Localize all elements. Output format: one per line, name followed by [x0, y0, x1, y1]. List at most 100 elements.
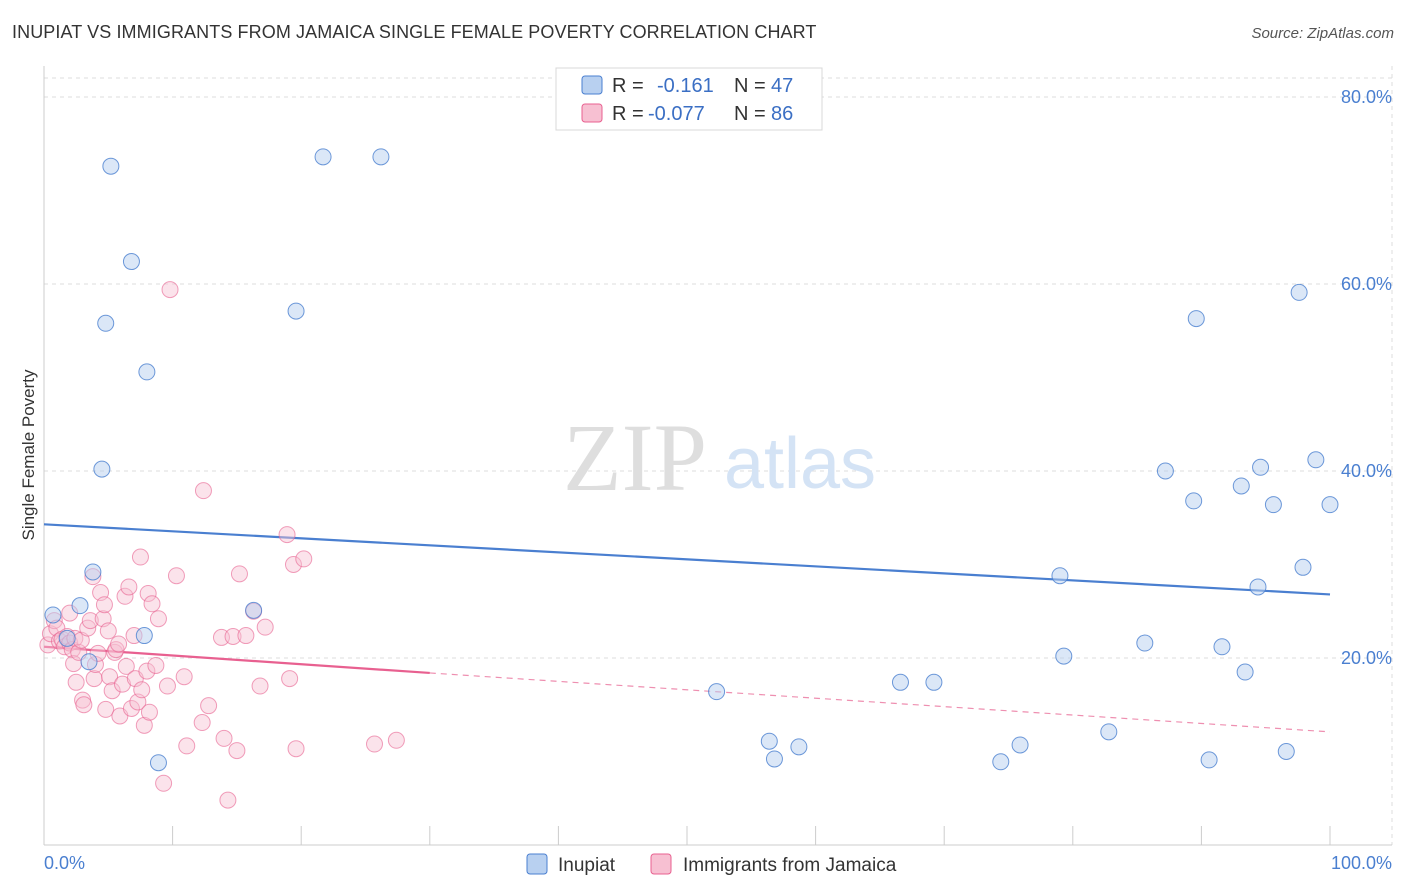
point-jamaica-21 [85, 670, 103, 688]
point-jamaica-60 [200, 697, 218, 715]
point-jamaica-28 [99, 622, 117, 640]
point-jamaica-51 [149, 610, 167, 628]
point-inupiat-30 [1187, 310, 1205, 328]
chart-title: INUPIAT VS IMMIGRANTS FROM JAMAICA SINGL… [12, 22, 817, 42]
point-inupiat-19 [790, 738, 808, 756]
y-tick-label-20: 20.0% [1341, 648, 1392, 668]
trend-line-jamaica-extension [429, 672, 1331, 733]
point-inupiat-10 [138, 363, 156, 381]
y-tick-label-80: 80.0% [1341, 87, 1392, 107]
point-inupiat-21 [925, 673, 943, 691]
point-jamaica-39 [122, 699, 140, 717]
point-jamaica-73 [284, 556, 302, 573]
point-inupiat-33 [1232, 477, 1250, 495]
legend-n-value-1: 47 [771, 75, 793, 97]
point-jamaica-13 [67, 673, 85, 691]
tick-labels: 20.0% 40.0% 60.0% 80.0% 0.0% 100.0% [44, 87, 1392, 873]
point-jamaica-46 [138, 662, 156, 680]
point-jamaica-29 [101, 668, 119, 686]
point-inupiat-31 [1200, 751, 1218, 769]
bottom-legend-swatch-inupiat [526, 853, 548, 875]
point-inupiat-24 [1051, 567, 1069, 585]
point-jamaica-36 [116, 587, 134, 605]
point-jamaica-71 [278, 526, 296, 544]
y-axis-label: Single Female Poverty [19, 369, 38, 541]
point-inupiat-5 [93, 460, 111, 478]
point-jamaica-66 [237, 627, 255, 645]
point-inupiat-40 [1294, 558, 1312, 576]
point-inupiat-15 [372, 148, 390, 166]
legend-r-value-2: -0.077 [648, 103, 705, 125]
data-points [39, 148, 1339, 809]
point-jamaica-76 [366, 735, 384, 753]
point-jamaica-52 [155, 774, 173, 792]
point-inupiat-36 [1252, 458, 1270, 476]
point-inupiat-29 [1185, 492, 1203, 510]
legend-swatch-inupiat [581, 75, 603, 95]
bottom-legend-swatch-jamaica [650, 853, 672, 875]
point-jamaica-17 [75, 696, 93, 714]
point-jamaica-37 [117, 657, 135, 675]
point-jamaica-62 [215, 729, 233, 747]
point-inupiat-37 [1264, 496, 1282, 514]
trend-line-inupiat [43, 523, 1331, 596]
point-inupiat-22 [992, 753, 1010, 771]
point-inupiat-8 [122, 253, 140, 271]
point-inupiat-38 [1277, 743, 1295, 760]
point-inupiat-41 [1307, 451, 1325, 469]
grid-lines [44, 66, 1393, 845]
point-inupiat-23 [1011, 736, 1029, 754]
y-tick-label-60: 60.0% [1341, 274, 1392, 294]
correlation-legend: R = -0.161 N = 47 R = -0.077 N = 86 [555, 67, 823, 131]
point-inupiat-20 [891, 673, 909, 691]
point-jamaica-63 [224, 627, 242, 645]
point-inupiat-39 [1290, 283, 1308, 301]
point-inupiat-26 [1100, 723, 1118, 741]
point-inupiat-2 [71, 597, 89, 615]
point-inupiat-35 [1249, 578, 1267, 596]
point-jamaica-50 [147, 656, 165, 674]
point-inupiat-4 [84, 563, 102, 581]
legend-r-value-1: -0.161 [657, 75, 714, 97]
legend-n-label-1: N = [734, 75, 766, 97]
point-jamaica-56 [175, 668, 193, 686]
point-jamaica-74 [287, 740, 305, 758]
point-jamaica-58 [193, 714, 211, 732]
point-jamaica-59 [194, 482, 212, 500]
y-tick-label-40: 40.0% [1341, 461, 1392, 481]
point-jamaica-72 [281, 670, 299, 688]
point-jamaica-38 [120, 578, 138, 596]
point-inupiat-34 [1236, 663, 1254, 681]
point-jamaica-33 [110, 635, 128, 653]
x-tick-label-end: 100.0% [1331, 853, 1392, 873]
watermark-atlas: atlas [724, 424, 876, 504]
point-inupiat-18 [765, 750, 783, 768]
point-jamaica-69 [251, 677, 269, 695]
x-tick-label-start: 0.0% [44, 853, 85, 873]
point-jamaica-75 [295, 550, 313, 568]
bottom-legend-inupiat: Inupiat [558, 855, 616, 876]
point-inupiat-9 [135, 627, 153, 645]
point-jamaica-53 [158, 677, 176, 695]
point-jamaica-47 [139, 584, 157, 602]
watermark: ZIP atlas [563, 404, 876, 511]
point-jamaica-68 [219, 791, 237, 809]
point-inupiat-3 [80, 653, 98, 671]
point-inupiat-11 [149, 754, 167, 772]
point-inupiat-28 [1156, 462, 1174, 480]
point-jamaica-54 [161, 281, 179, 299]
point-jamaica-43 [131, 548, 149, 566]
point-inupiat-27 [1136, 634, 1154, 652]
point-inupiat-25 [1055, 647, 1073, 665]
trend-lines [43, 523, 1331, 733]
axes [43, 66, 1392, 846]
point-jamaica-49 [143, 595, 161, 613]
point-inupiat-13 [287, 302, 305, 320]
point-jamaica-57 [178, 737, 196, 755]
point-inupiat-17 [760, 732, 778, 750]
point-inupiat-7 [97, 314, 115, 332]
point-jamaica-26 [95, 596, 113, 614]
legend-swatch-jamaica [581, 103, 603, 123]
bottom-legend-jamaica: Immigrants from Jamaica [683, 855, 897, 876]
